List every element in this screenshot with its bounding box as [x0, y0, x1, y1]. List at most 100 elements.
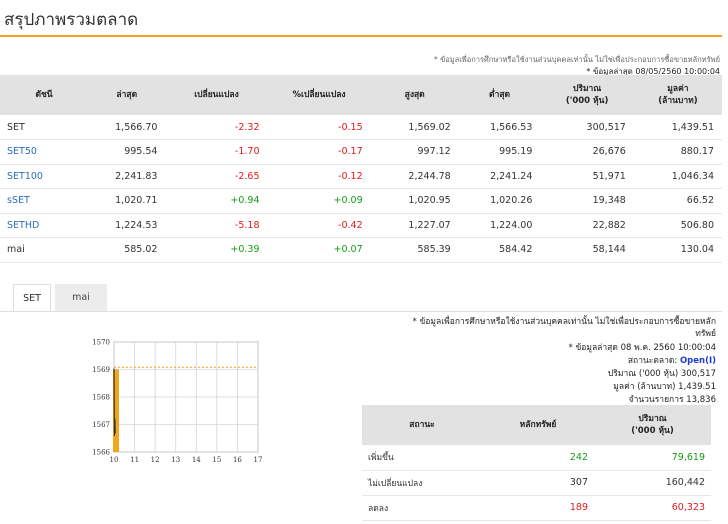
chart-x-tick-label: 17 — [254, 456, 263, 464]
index-change: -1.70 — [165, 139, 268, 165]
chart-x-tick-label: 15 — [212, 456, 221, 464]
col-volume: ปริมาณ ('000 หุ้น) — [540, 75, 634, 115]
index-pct: -0.12 — [267, 164, 371, 189]
index-pct: -0.17 — [267, 139, 371, 165]
table-row: ลดลง 189 60,323 — [362, 495, 711, 521]
index-change: +0.94 — [165, 188, 268, 214]
chart-point — [114, 418, 116, 420]
market-deals-value: 13,836 — [686, 395, 716, 405]
index-change: -2.65 — [165, 164, 268, 189]
market-deals: จำนวนรายการ 13,836 — [629, 392, 716, 406]
chart-x-tick-label: 13 — [171, 456, 180, 464]
breadth-count: 307 — [482, 470, 594, 496]
index-last: 995.54 — [88, 139, 166, 165]
table-row: เพิ่มขึ้น 242 79,619 — [362, 445, 711, 471]
page-title: สรุปภาพรวมตลาด — [4, 10, 139, 30]
chart-point — [114, 432, 116, 434]
chart-point — [113, 368, 115, 370]
market-last-update: * ข้อมูลล่าสุด 08 พ.ค. 2560 10:00:04 — [568, 343, 717, 353]
index-change: +0.39 — [165, 237, 268, 263]
tab-set[interactable]: SET — [13, 284, 51, 312]
breadth-volume: 160,442 — [594, 470, 711, 496]
title-underline — [0, 35, 722, 37]
index-high: 2,244.78 — [370, 164, 459, 189]
table-row: SETHD 1,224.53 -5.18 -0.42 1,227.07 1,22… — [0, 213, 722, 238]
index-value: 1,046.34 — [633, 164, 722, 189]
index-value: 66.52 — [633, 188, 722, 214]
index-name-link[interactable]: SET100 — [0, 164, 89, 189]
index-name-link[interactable]: SET50 — [0, 139, 89, 165]
breadth-status: ลดลง — [362, 495, 482, 521]
col-breadth-volume: ปริมาณ ('000 หุ้น) — [594, 405, 711, 445]
market-status: สถานะตลาด: Open(I) — [628, 353, 716, 367]
index-pct: +0.07 — [267, 237, 371, 263]
breadth-status: ไม่เปลี่ยนแปลง — [362, 470, 482, 496]
index-name: SET — [0, 115, 89, 140]
tab-mai[interactable]: mai — [55, 284, 107, 312]
market-value: มูลค่า (ล้านบาท) 1,439.51 — [613, 379, 716, 393]
chart-y-tick-label: 1569 — [92, 366, 110, 374]
index-change: -5.18 — [165, 213, 268, 238]
chart-y-tick-label: 1567 — [92, 421, 110, 429]
index-volume: 51,971 — [540, 164, 634, 189]
col-change: เปลี่ยนแปลง — [165, 75, 268, 115]
index-value: 506.80 — [633, 213, 722, 238]
intraday-chart: 10 11 12 13 14 15 16 17 1566 1567 1568 1569 1570 — [92, 339, 263, 465]
index-last: 1,566.70 — [88, 115, 166, 140]
table-row: SET50 995.54 -1.70 -0.17 997.12 995.19 2… — [0, 139, 722, 165]
table-row: mai 585.02 +0.39 +0.07 585.39 584.42 58,… — [0, 237, 722, 263]
index-value: 130.04 — [633, 237, 722, 263]
chart-y-tick-label: 1570 — [92, 339, 110, 347]
col-volume-line2: ('000 หุ้น) — [565, 96, 609, 106]
col-status: สถานะ — [362, 405, 482, 445]
market-breadth-table: สถานะ หลักทรัพย์ ปริมาณ ('000 หุ้น) เพิ่… — [362, 405, 711, 521]
market-value-label: มูลค่า (ล้านบาท) — [613, 382, 676, 392]
index-last: 585.02 — [88, 237, 166, 263]
table-row: SET 1,566.70 -2.32 -0.15 1,569.02 1,566.… — [0, 115, 722, 140]
index-pct: +0.09 — [267, 188, 371, 214]
index-low: 2,241.24 — [458, 164, 541, 189]
breadth-header: สถานะ หลักทรัพย์ ปริมาณ ('000 หุ้น) — [362, 405, 711, 445]
market-volume-value: 300,517 — [680, 369, 716, 379]
index-table-header: ดัชนี ล่าสุด เปลี่ยนแปลง %เปลี่ยนแปลง สู… — [0, 75, 722, 115]
index-name-link[interactable]: sSET — [0, 188, 89, 214]
index-name: mai — [0, 237, 89, 263]
index-volume: 300,517 — [540, 115, 634, 140]
chart-price-line — [113, 368, 116, 436]
col-securities: หลักทรัพย์ — [482, 405, 594, 445]
breadth-count: 242 — [482, 445, 594, 471]
col-value: มูลค่า (ล้านบาท) — [633, 75, 722, 115]
last-update: * ข้อมูลล่าสุด 08/05/2560 10:00:04 — [586, 67, 720, 76]
market-status-value: Open(I) — [679, 356, 716, 366]
index-high: 1,020.95 — [370, 188, 459, 214]
index-pct: -0.15 — [267, 115, 371, 140]
index-volume: 22,882 — [540, 213, 634, 238]
index-low: 1,566.53 — [458, 115, 541, 140]
index-pct: -0.42 — [267, 213, 371, 238]
index-high: 1,227.07 — [370, 213, 459, 238]
chart-x-tick-label: 10 — [110, 456, 119, 464]
index-last: 2,241.83 — [88, 164, 166, 189]
index-volume: 58,144 — [540, 237, 634, 263]
breadth-volume: 60,323 — [594, 495, 711, 521]
index-change: -2.32 — [165, 115, 268, 140]
chart-x-tick-label: 14 — [192, 456, 201, 464]
chart-x-tick-label: 16 — [233, 456, 242, 464]
breadth-status: เพิ่มขึ้น — [362, 445, 482, 471]
table-row: sSET 1,020.71 +0.94 +0.09 1,020.95 1,020… — [0, 188, 722, 214]
index-high: 997.12 — [370, 139, 459, 165]
col-volume-line1: ปริมาณ — [572, 84, 602, 94]
index-low: 1,020.26 — [458, 188, 541, 214]
chart-x-tick-label: 12 — [151, 456, 160, 464]
index-table: ดัชนี ล่าสุด เปลี่ยนแปลง %เปลี่ยนแปลง สู… — [0, 75, 722, 263]
chart-y-tick-label: 1566 — [92, 449, 110, 457]
col-value-line2: (ล้านบาท) — [658, 96, 698, 106]
market-deals-label: จำนวนรายการ — [628, 395, 684, 405]
index-name-link[interactable]: SETHD — [0, 213, 89, 238]
index-low: 1,224.00 — [458, 213, 541, 238]
tab-divider — [0, 311, 722, 312]
table-row: SET100 2,241.83 -2.65 -0.12 2,244.78 2,2… — [0, 164, 722, 189]
index-volume: 19,348 — [540, 188, 634, 214]
index-value: 880.17 — [633, 139, 722, 165]
chart-x-tick-label: 11 — [130, 456, 139, 464]
